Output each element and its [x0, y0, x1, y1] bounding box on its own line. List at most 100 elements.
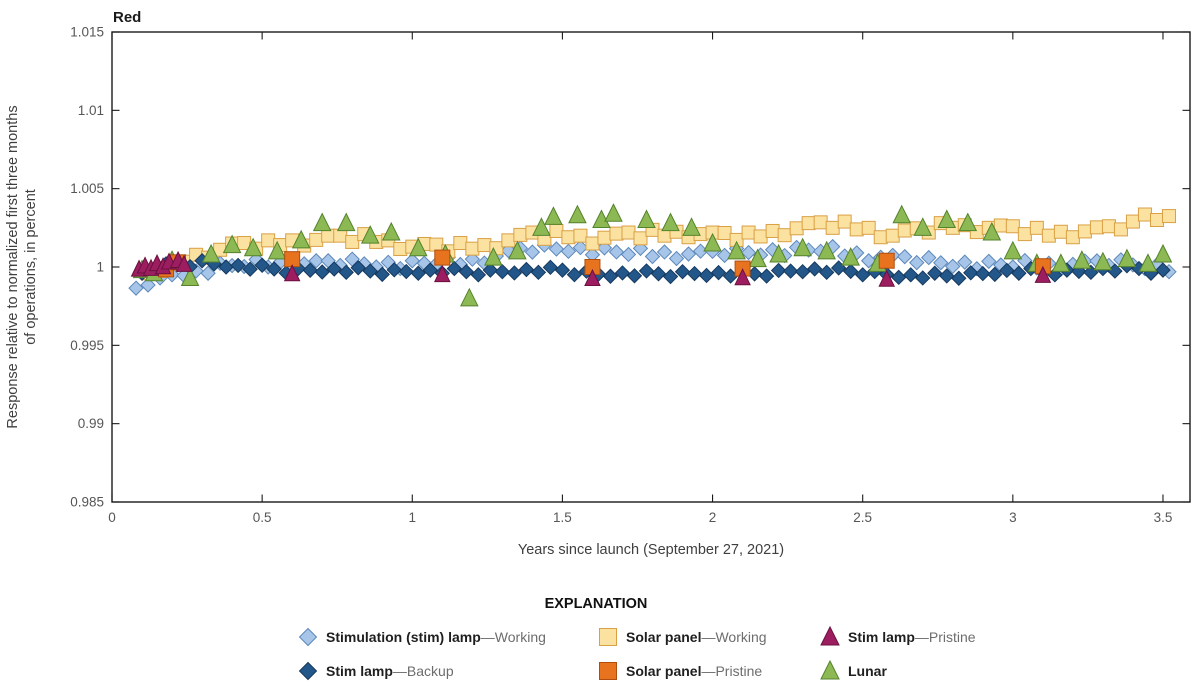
- marker-stim-backup: [915, 270, 931, 286]
- marker-stim-working: [680, 246, 697, 262]
- marker-lunar: [1003, 240, 1023, 260]
- marker-stim-backup: [999, 262, 1015, 279]
- marker-stim-pristine: [734, 268, 751, 286]
- marker-solar-working: [813, 215, 828, 230]
- x-tick-label: 3.5: [1154, 510, 1173, 525]
- marker-lunar: [817, 240, 836, 260]
- marker-solar-working: [753, 229, 768, 244]
- legend-entry-lunar: Lunar: [820, 659, 887, 680]
- marker-solar-working: [801, 216, 816, 231]
- marker-solar-working: [849, 222, 864, 237]
- x-tick-label: 1.5: [553, 510, 572, 525]
- marker-lunar: [381, 221, 401, 241]
- legend-label-stim-pristine: Stim lamp—Pristine: [848, 629, 976, 645]
- legend-label-solar-pristine: Solar panel—Pristine: [626, 663, 762, 679]
- marker-stim-pristine: [584, 268, 601, 286]
- marker-stim-backup: [254, 257, 270, 273]
- marker-lunar: [661, 212, 680, 232]
- marker-lunar: [841, 246, 860, 266]
- marker-lunar: [484, 246, 503, 266]
- marker-stim-backup: [326, 261, 342, 277]
- marker-lunar: [180, 267, 200, 286]
- marker-lunar: [1072, 250, 1092, 269]
- marker-stim-working: [560, 243, 577, 260]
- legend-swatch-stim-working: [298, 627, 318, 647]
- marker-stim-working: [308, 253, 324, 269]
- marker-solar-working: [633, 231, 648, 246]
- marker-stim-backup: [1155, 262, 1171, 278]
- marker-stim-backup: [770, 262, 787, 279]
- marker-solar-working: [549, 223, 564, 238]
- legend-label-lunar: Lunar: [848, 663, 887, 679]
- marker-stim-backup: [975, 265, 991, 282]
- marker-solar-working: [789, 221, 804, 236]
- marker-solar-working: [741, 225, 756, 240]
- marker-stim-backup: [482, 262, 499, 278]
- axis-tick-labels: 0 0.5 1 1.5 2 2.5 3 3.5 0.985 0.99 0.995 1 1.005 1.01…: [70, 25, 1172, 526]
- marker-stim-backup: [470, 267, 487, 283]
- marker-stim-backup: [518, 261, 535, 278]
- marker-solar-working: [1041, 228, 1056, 243]
- marker-solar-working: [465, 241, 480, 256]
- marker-stim-backup: [854, 267, 871, 283]
- marker-lunar: [312, 212, 332, 232]
- series-stim-pristine: [130, 250, 1052, 287]
- marker-lunar: [937, 209, 957, 228]
- marker-stim-backup: [314, 264, 330, 280]
- y-tick-label: 1: [96, 260, 104, 275]
- marker-lunar: [336, 212, 356, 232]
- marker-solar-pristine: [878, 252, 895, 269]
- marker-lunar: [460, 287, 479, 307]
- legend-entry-solar-pristine: Solar panel—Pristine: [599, 662, 762, 680]
- marker-lunar: [769, 243, 788, 263]
- marker-solar-working: [1125, 214, 1140, 229]
- marker-stim-backup: [758, 268, 775, 284]
- marker-stim-backup: [494, 263, 511, 280]
- marker-stim-backup: [626, 268, 643, 284]
- marker-lunar: [1153, 243, 1173, 263]
- legend-label-stim-working: Stimulation (stim) lamp—Working: [326, 629, 546, 645]
- marker-stim-backup: [891, 269, 907, 286]
- marker-solar-working: [477, 238, 492, 253]
- marker-stim-backup: [374, 266, 390, 283]
- marker-stim-backup: [422, 262, 439, 278]
- marker-stim-backup: [242, 261, 258, 277]
- marker-stim-backup: [963, 265, 979, 281]
- marker-stim-working: [524, 244, 541, 260]
- marker-stim-working: [909, 254, 925, 271]
- marker-solar-working: [621, 225, 636, 240]
- marker-solar-working: [777, 228, 792, 243]
- marker-lunar: [408, 237, 428, 257]
- marker-lunar: [532, 217, 551, 236]
- marker-solar-working: [261, 233, 276, 248]
- legend: Stimulation (stim) lamp—Working Stim lamp…: [298, 625, 976, 681]
- marker-solar-working: [1029, 220, 1044, 235]
- marker-solar-working: [717, 226, 732, 241]
- marker-stim-working: [608, 244, 625, 260]
- marker-stim-backup: [566, 266, 583, 283]
- marker-solar-working: [345, 234, 360, 249]
- marker-solar-working: [429, 237, 444, 252]
- marker-stim-backup: [662, 268, 679, 285]
- marker-solar-working: [1065, 230, 1080, 245]
- marker-solar-working: [573, 228, 588, 243]
- axis-ticks: [111, 31, 1190, 503]
- marker-stim-backup: [362, 263, 378, 279]
- marker-lunar: [958, 212, 978, 232]
- marker-solar-working: [861, 220, 876, 235]
- legend-swatch-solar-pristine: [599, 662, 617, 680]
- marker-stim-backup: [674, 263, 691, 280]
- y-tick-label: 0.99: [78, 416, 104, 431]
- marker-stim-backup: [638, 263, 655, 279]
- marker-solar-working: [609, 226, 624, 241]
- legend-swatch-stim-pristine: [820, 625, 840, 646]
- y-tick-label: 1.015: [70, 25, 104, 40]
- y-axis-label-line2: of operations, in percent: [23, 189, 39, 345]
- marker-stim-pristine: [878, 269, 896, 287]
- marker-stim-working: [740, 244, 757, 261]
- marker-lunar: [913, 217, 933, 236]
- marker-stim-working: [957, 254, 973, 270]
- marker-lunar: [222, 234, 242, 254]
- marker-stim-backup: [951, 270, 967, 286]
